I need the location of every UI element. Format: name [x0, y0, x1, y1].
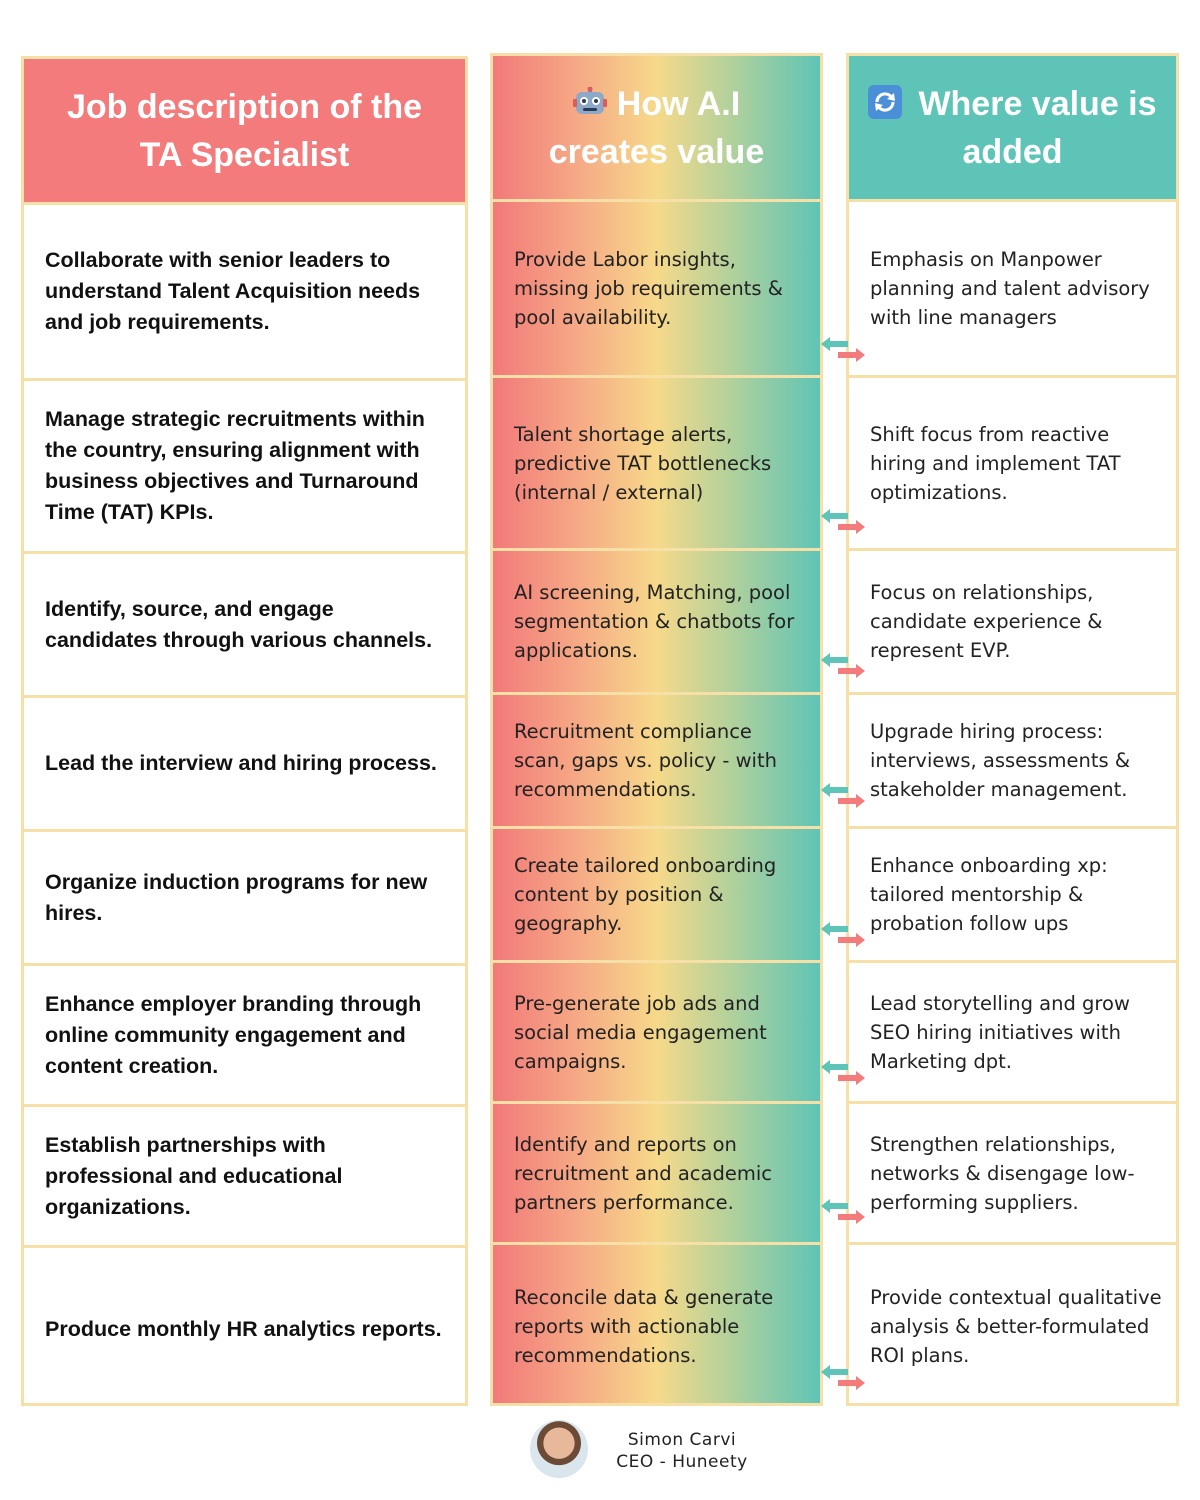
- ai-text: AI screening, Matching, pool segmentatio…: [514, 581, 795, 662]
- job-row: Lead the interview and hiring process.: [24, 698, 465, 832]
- ai-row: Identify and reports on recruitment and …: [493, 1104, 820, 1245]
- bidirectional-arrow-icon: [821, 509, 865, 534]
- ai-row: AI screening, Matching, pool segmentatio…: [493, 551, 820, 695]
- job-row: Collaborate with senior leaders to under…: [24, 205, 465, 381]
- bidirectional-arrow-icon: [821, 922, 865, 947]
- bidirectional-arrow-icon: [821, 653, 865, 678]
- value-row: Provide contextual qualitative analysis …: [849, 1245, 1176, 1408]
- value-text: Strengthen relationships, networks & dis…: [870, 1132, 1135, 1214]
- author-role: CEO - Huneety: [616, 1452, 748, 1472]
- job-text: Collaborate with senior leaders to under…: [45, 248, 421, 334]
- job-description-column: Job description of the TA Specialist Col…: [21, 56, 468, 1406]
- job-row: Organize induction programs for new hire…: [24, 832, 465, 966]
- job-row: Enhance employer branding through online…: [24, 966, 465, 1107]
- value-added-title: Where value is added: [918, 84, 1157, 171]
- job-description-header: Job description of the TA Specialist: [24, 59, 465, 205]
- ai-row: Provide Labor insights, missing job requ…: [493, 202, 820, 378]
- value-row: Shift focus from reactive hiring and imp…: [849, 378, 1176, 551]
- author-signature: Simon Carvi CEO - Huneety: [530, 1420, 770, 1480]
- value-text: Focus on relationships, candidate experi…: [870, 581, 1103, 662]
- job-text: Organize induction programs for new hire…: [45, 869, 428, 925]
- job-text: Manage strategic recruitments within the…: [45, 407, 425, 524]
- value-row: Strengthen relationships, networks & dis…: [849, 1104, 1176, 1245]
- ai-value-column: How A.I creates value Provide Labor insi…: [490, 53, 823, 1406]
- ai-row: Talent shortage alerts, predictive TAT b…: [493, 378, 820, 551]
- ai-text: Identify and reports on recruitment and …: [514, 1132, 772, 1214]
- job-description-title: Job description of the TA Specialist: [66, 87, 423, 174]
- ai-row: Pre-generate job ads and social media en…: [493, 963, 820, 1104]
- cycle-arrows-icon: [868, 84, 903, 119]
- value-row: Focus on relationships, candidate experi…: [849, 551, 1176, 695]
- ai-text: Pre-generate job ads and social media en…: [514, 991, 767, 1073]
- avatar: [530, 1420, 588, 1478]
- value-text: Enhance onboarding xp: tailored mentorsh…: [870, 854, 1108, 935]
- ai-text: Provide Labor insights, missing job requ…: [514, 248, 783, 329]
- bidirectional-arrow-icon: [821, 337, 865, 362]
- bidirectional-arrow-icon: [821, 1365, 865, 1390]
- job-text: Enhance employer branding through online…: [45, 991, 422, 1078]
- ai-row: Recruitment compliance scan, gaps vs. po…: [493, 695, 820, 829]
- ai-row: Create tailored onboarding content by po…: [493, 829, 820, 963]
- value-added-header: Where value is added: [849, 56, 1176, 202]
- value-row: Emphasis on Manpower planning and talent…: [849, 202, 1176, 378]
- value-text: Upgrade hiring process: interviews, asse…: [870, 720, 1131, 801]
- job-text: Identify, source, and engage candidates …: [45, 596, 433, 652]
- job-text: Establish partnerships with professional…: [45, 1132, 343, 1219]
- job-row: Establish partnerships with professional…: [24, 1107, 465, 1248]
- value-text: Shift focus from reactive hiring and imp…: [870, 422, 1121, 504]
- job-row: Manage strategic recruitments within the…: [24, 381, 465, 554]
- value-text: Provide contextual qualitative analysis …: [870, 1286, 1162, 1367]
- robot-icon: [572, 86, 607, 114]
- ai-value-title: How A.I creates value: [548, 84, 765, 171]
- value-row: Lead storytelling and grow SEO hiring in…: [849, 963, 1176, 1104]
- value-row: Enhance onboarding xp: tailored mentorsh…: [849, 829, 1176, 963]
- ai-value-header: How A.I creates value: [493, 56, 820, 202]
- job-text: Produce monthly HR analytics reports.: [45, 1317, 442, 1341]
- value-text: Lead storytelling and grow SEO hiring in…: [870, 991, 1130, 1073]
- value-text: Emphasis on Manpower planning and talent…: [870, 248, 1150, 329]
- bidirectional-arrow-icon: [821, 783, 865, 808]
- job-row: Produce monthly HR analytics reports.: [24, 1248, 465, 1411]
- bidirectional-arrow-icon: [821, 1060, 865, 1085]
- job-text: Lead the interview and hiring process.: [45, 751, 437, 775]
- value-added-column: Where value is added Emphasis on Manpowe…: [846, 53, 1179, 1406]
- ai-row: Reconcile data & generate reports with a…: [493, 1245, 820, 1408]
- bidirectional-arrow-icon: [821, 1199, 865, 1224]
- ai-text: Reconcile data & generate reports with a…: [514, 1286, 774, 1367]
- job-row: Identify, source, and engage candidates …: [24, 554, 465, 698]
- ai-text: Recruitment compliance scan, gaps vs. po…: [514, 720, 777, 801]
- value-row: Upgrade hiring process: interviews, asse…: [849, 695, 1176, 829]
- ai-text: Create tailored onboarding content by po…: [514, 854, 777, 935]
- ai-text: Talent shortage alerts, predictive TAT b…: [514, 422, 772, 504]
- author-name: Simon Carvi: [627, 1430, 737, 1450]
